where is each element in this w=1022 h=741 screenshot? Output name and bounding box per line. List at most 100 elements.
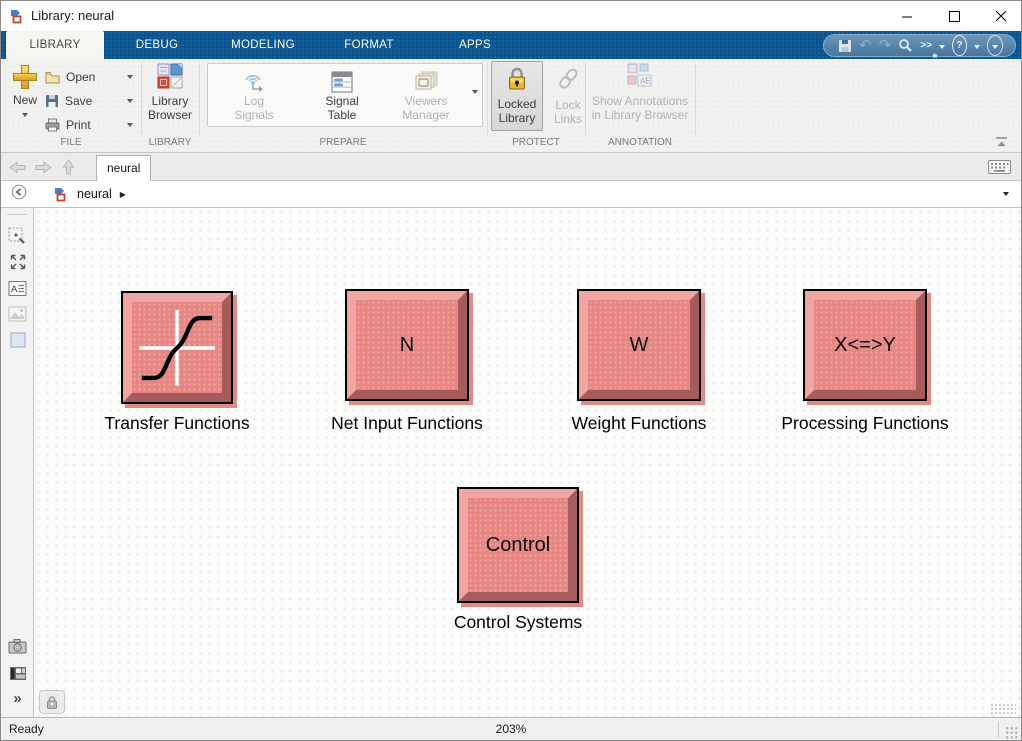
forward-icon[interactable] [35,161,52,179]
tab-debug[interactable]: DEBUG [135,39,179,51]
annotation-icon[interactable]: A [1,275,34,301]
protect-section-label: PROTECT [512,137,560,148]
tab-library[interactable]: LIBRARY [6,31,104,59]
signal-table-label: Signal Table [325,94,359,122]
lock-links-label: Lock Links [553,98,582,126]
library-browser-button[interactable]: Library Browser [143,63,197,133]
favorites-icon[interactable]: >> ★ [920,40,938,60]
block-label: Weight Functions [571,413,707,433]
signal-table-button[interactable]: Signal Table [300,66,384,124]
close-button[interactable] [983,1,1019,31]
help-dropdown-icon[interactable] [974,44,980,49]
redo-icon[interactable]: ↷ [878,36,892,54]
print-label: Print [66,118,91,132]
print-button[interactable]: Print [45,115,133,135]
keyboard-icon[interactable] [988,160,1011,179]
block-net-input-functions[interactable]: N [345,289,469,401]
navigate-back-icon[interactable] [11,184,27,205]
new-plus-icon [13,65,37,89]
block-label: Transfer Functions [104,413,250,433]
block-symbol: N [399,333,415,356]
block-weight-functions[interactable]: W [577,289,701,401]
up-icon[interactable] [62,159,75,180]
zoom-level: 203% [495,722,527,736]
print-dropdown-icon[interactable] [127,123,133,127]
annotations-icon: AE [627,63,652,87]
prepare-gallery-dropdown-icon[interactable] [472,90,478,94]
library-canvas[interactable]: Transfer Functions N Net Input Functions… [34,208,1021,717]
annotation-section-label: ANNOTATION [607,137,673,148]
back-icon[interactable] [9,161,26,179]
quick-access-toolbar: ↶ ↷ >> ★ [823,34,1016,60]
fit-to-view-icon[interactable] [1,249,34,275]
expand-toolbar-icon[interactable]: » [13,689,22,707]
statusbar-divider [998,721,999,738]
show-annotations-label: Show Annotations in Library Browser [591,94,689,122]
block-control-systems[interactable]: Control [457,487,579,603]
document-tab-strip: neural [1,153,1021,181]
open-label: Open [66,70,96,84]
locked-library-toggle[interactable]: Locked Library [491,61,543,131]
library-section-label: LIBRARY [148,137,192,148]
minimize-button[interactable] [889,1,925,31]
library-browser-icon [157,63,183,89]
maximize-button[interactable] [936,1,972,31]
new-button[interactable]: New [7,63,43,133]
breadcrumb-dropdown-icon[interactable] [1003,192,1009,196]
library-lock-badge[interactable] [39,690,65,714]
model-browser-icon[interactable] [1,660,34,686]
lock-links-button: Lock Links [549,61,587,131]
save-dropdown-icon[interactable] [127,99,133,103]
palette-toolbar: A [1,208,34,717]
resize-grip[interactable] [1005,726,1019,740]
prepare-group: Log Signals Signal Table [207,63,483,127]
save-button[interactable]: Save [45,91,133,111]
search-icon[interactable] [898,35,913,56]
viewers-manager-label: Viewers Manager [402,94,450,122]
save-icon[interactable] [838,35,852,56]
collapse-ribbon-icon[interactable] [994,135,1009,153]
help-icon[interactable] [952,35,967,56]
screenshot-camera-icon[interactable] [1,633,34,659]
document-tab-neural[interactable]: neural [96,155,152,181]
canvas-corner-grip [990,703,1016,715]
toolbar-divider [7,214,27,215]
status-text: Ready [9,722,44,736]
area-box-icon[interactable] [1,327,34,353]
file-section-label: FILE [60,137,82,148]
title-bar: Library: neural [1,1,1021,31]
image-icon [1,301,34,327]
log-signals-label: Log Signals [234,94,274,122]
block-processing-functions[interactable]: X<=>Y [803,289,927,401]
block-symbol: Control [485,533,551,556]
breadcrumb: neural ▶ [1,181,1021,208]
breadcrumb-arrow-icon[interactable]: ▶ [119,189,126,199]
breadcrumb-item-neural[interactable]: neural [77,187,112,201]
printer-icon [45,118,60,132]
zoom-region-icon[interactable] [1,223,34,249]
block-label: Net Input Functions [331,413,483,433]
simulink-library-icon [11,10,22,24]
hide-ribbon-arrow-icon [992,44,998,49]
new-dropdown-icon[interactable] [22,113,28,117]
window-title: Library: neural [31,8,115,23]
locked-library-label: Locked Library [497,97,537,125]
block-label: Processing Functions [781,413,949,433]
tab-modeling[interactable]: MODELING [231,39,295,51]
block-transfer-functions[interactable] [121,291,233,404]
hide-ribbon-icon[interactable] [987,35,1003,56]
open-dropdown-icon[interactable] [127,75,133,79]
tab-format[interactable]: FORMAT [344,39,394,51]
save-disk-icon [46,95,58,107]
library-browser-label: Library Browser [147,94,192,122]
svg-text:AE: AE [640,77,651,86]
undo-icon[interactable]: ↶ [859,36,872,54]
ribbon: New Open Save Print FILE [1,59,1021,153]
log-signals-icon [212,66,296,94]
favorites-dropdown-icon[interactable] [939,44,945,49]
status-bar: Ready 203% [1,717,1021,740]
open-button[interactable]: Open [45,67,133,87]
tab-apps[interactable]: APPS [459,39,491,51]
block-symbol: W [629,333,649,356]
